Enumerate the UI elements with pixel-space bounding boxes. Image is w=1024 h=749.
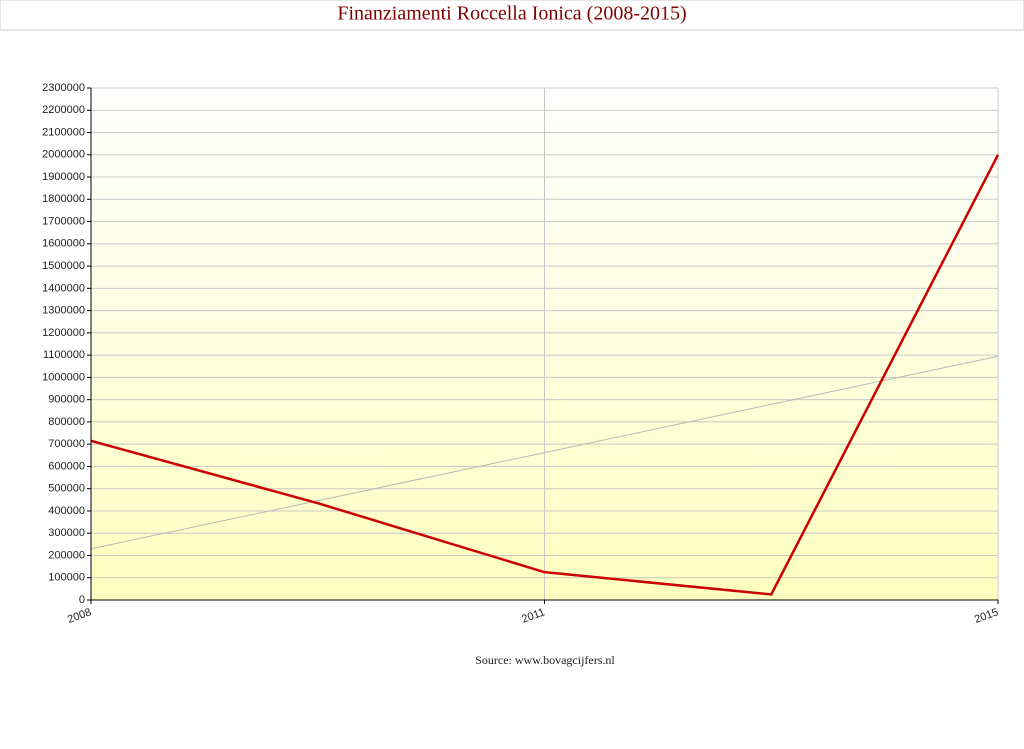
title-box [0,0,1024,31]
y-tick-label: 1900000 [42,171,85,183]
y-tick-label: 400000 [48,505,85,517]
y-tick-label: 700000 [48,438,85,450]
y-tick-label: 100000 [48,572,85,584]
y-tick-label: 300000 [48,527,85,539]
y-tick-label: 2300000 [42,82,85,94]
x-tick-label: 2011 [520,606,546,625]
y-tick-label: 800000 [48,416,85,428]
y-tick-label: 2000000 [42,149,85,161]
y-tick-label: 1800000 [42,193,85,205]
y-tick-label: 1300000 [42,305,85,317]
y-tick-label: 1100000 [43,349,85,361]
y-tick-label: 1400000 [42,282,85,294]
x-tick-label: 2008 [66,606,93,626]
trend-line [90,355,999,550]
source-note: Source: www.bovagcijfers.nl [475,653,615,667]
y-tick-label: 900000 [48,394,85,406]
y-tick-label: 1000000 [42,371,85,383]
x-tick-label: 2015 [973,606,1000,626]
y-tick-label: 1500000 [42,260,85,272]
y-tick-label: 2200000 [42,104,85,116]
y-tick-label: 600000 [48,460,85,472]
y-tick-label: 200000 [48,549,85,561]
y-tick-label: 2100000 [42,126,85,138]
y-tick-label: 500000 [48,483,85,495]
chart-title: Finanziamenti Roccella Ionica (2008-2015… [337,3,686,25]
y-tick-label: 0 [79,594,85,606]
y-tick-label: 1200000 [42,327,85,339]
y-tick-label: 1700000 [42,215,85,227]
y-tick-label: 1600000 [42,238,85,250]
data-line [90,154,1000,596]
